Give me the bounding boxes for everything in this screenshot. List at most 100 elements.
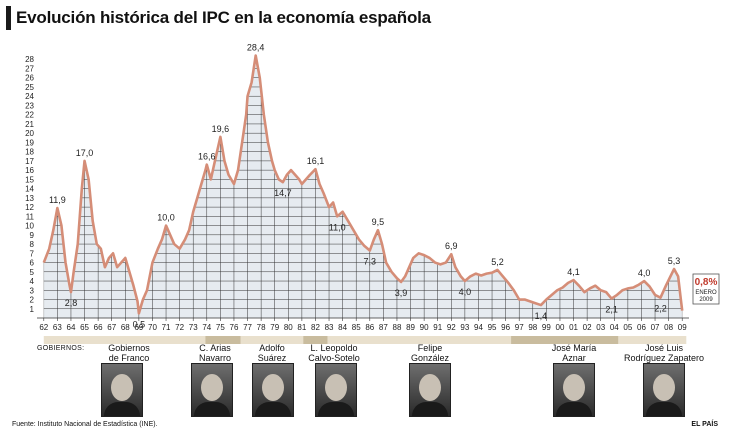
y-tick-label: 12 — [25, 203, 34, 212]
callout-year: 2009 — [699, 297, 713, 303]
x-tick-label: 05 — [623, 323, 632, 332]
y-tick-label: 25 — [25, 83, 34, 92]
gov-name-aznar: José María Aznar — [551, 343, 597, 363]
x-tick-label: 80 — [284, 323, 293, 332]
x-tick-label: 64 — [67, 323, 76, 332]
title-accent-bar — [6, 6, 11, 30]
x-tick-label: 87 — [379, 323, 388, 332]
x-tick-label: 63 — [53, 323, 62, 332]
data-label: 1,4 — [535, 311, 548, 321]
callout-month: ENERO — [695, 290, 717, 296]
x-tick-label: 98 — [528, 323, 537, 332]
data-label: 11,0 — [329, 222, 346, 232]
x-tick-label: 83 — [325, 323, 334, 332]
x-tick-label: 97 — [515, 323, 524, 332]
portrait-suarez — [252, 363, 294, 417]
x-tick-label: 74 — [202, 323, 211, 332]
january-2009-callout: 0,8% ENERO 2009 — [692, 273, 720, 305]
government-band — [303, 336, 328, 344]
x-tick-label: 00 — [556, 323, 565, 332]
y-tick-label: 27 — [25, 64, 34, 73]
gov-name-gonzalez: Felipe González — [410, 343, 450, 363]
data-label: 17,0 — [76, 148, 94, 158]
x-tick-label: 88 — [393, 323, 402, 332]
y-tick-label: 14 — [25, 185, 34, 194]
x-tick-label: 90 — [420, 323, 429, 332]
publisher-brand: EL PAÍS — [691, 421, 718, 428]
data-label: 3,9 — [395, 288, 408, 298]
y-tick-label: 13 — [25, 194, 34, 203]
y-tick-label: 21 — [25, 120, 34, 129]
government-band — [511, 336, 619, 344]
data-label: 2,2 — [654, 304, 667, 314]
x-tick-label: 85 — [352, 323, 361, 332]
x-tick-label: 91 — [433, 323, 442, 332]
y-axis: 1234567891011121314151617181920212223242… — [25, 55, 34, 314]
governments-label: GOBIERNOS: — [37, 345, 85, 352]
data-label: 2,8 — [65, 298, 78, 308]
x-tick-label: 94 — [474, 323, 483, 332]
portrait-calvo-sotelo — [315, 363, 357, 417]
x-tick-label: 66 — [94, 323, 103, 332]
data-label: 10,0 — [157, 213, 175, 223]
x-tick-label: 70 — [148, 323, 157, 332]
x-tick-label: 72 — [175, 323, 184, 332]
y-tick-label: 16 — [25, 166, 34, 175]
data-label: 2,1 — [605, 305, 618, 315]
x-tick-label: 77 — [243, 323, 252, 332]
x-tick-label: 69 — [134, 323, 143, 332]
y-tick-label: 10 — [25, 222, 34, 231]
chart-title: Evolución histórica del IPC en la econom… — [16, 8, 431, 27]
y-tick-label: 28 — [25, 55, 34, 64]
data-label: 4,1 — [567, 267, 580, 277]
x-tick-label: 82 — [311, 323, 320, 332]
x-tick-label: 99 — [542, 323, 551, 332]
gov-name-zapatero: José Luis Rodríguez Zapatero — [623, 343, 705, 363]
data-label: 11,9 — [49, 195, 66, 205]
y-tick-label: 15 — [25, 175, 34, 184]
x-tick-label: 95 — [488, 323, 497, 332]
data-labels: 11,9 2,8 17,0 0,5 10,0 16,6 19,6 28,4 14,7 16,1 11… — [49, 43, 680, 330]
area-layer — [37, 54, 689, 319]
portrait-zapatero — [643, 363, 685, 417]
x-tick-label: 89 — [406, 323, 415, 332]
data-label: 16,1 — [307, 156, 325, 166]
x-tick-label: 01 — [569, 323, 578, 332]
x-tick-label: 67 — [107, 323, 116, 332]
y-tick-label: 22 — [25, 111, 34, 120]
y-tick-label: 9 — [30, 231, 35, 240]
x-tick-label: 04 — [610, 323, 619, 332]
x-tick-label: 02 — [583, 323, 592, 332]
data-label: 5,2 — [491, 257, 504, 267]
y-tick-label: 17 — [25, 157, 34, 166]
data-label: 7,3 — [364, 257, 377, 267]
government-bands — [43, 336, 687, 344]
callout-value: 0,8% — [695, 277, 718, 288]
y-tick-label: 18 — [25, 148, 34, 157]
x-tick-label: 76 — [230, 323, 239, 332]
data-label: 28,4 — [247, 43, 265, 53]
area-fill — [43, 55, 683, 318]
y-tick-label: 1 — [30, 305, 35, 314]
portrait-gonzalez — [409, 363, 451, 417]
portrait-aznar — [553, 363, 595, 417]
data-label: 9,5 — [372, 217, 385, 227]
y-tick-label: 23 — [25, 101, 34, 110]
x-tick-label: 65 — [80, 323, 89, 332]
y-tick-label: 2 — [30, 296, 35, 305]
ipc-line — [42, 54, 684, 315]
data-label: 4,0 — [638, 268, 651, 278]
y-tick-label: 7 — [30, 249, 35, 258]
x-tick-label: 06 — [637, 323, 646, 332]
gov-name-calvo-sotelo: L. Leopoldo Calvo-Sotelo — [308, 343, 360, 363]
x-tick-label: 86 — [365, 323, 374, 332]
x-tick-label: 07 — [651, 323, 660, 332]
x-tick-label: 79 — [270, 323, 279, 332]
government-band — [618, 336, 687, 344]
callout-box — [692, 273, 720, 305]
x-tick-label: 81 — [297, 323, 306, 332]
data-label: 4,0 — [459, 287, 472, 297]
x-tick-label: 84 — [338, 323, 347, 332]
gov-name-suarez: Adolfo Suárez — [257, 343, 287, 363]
